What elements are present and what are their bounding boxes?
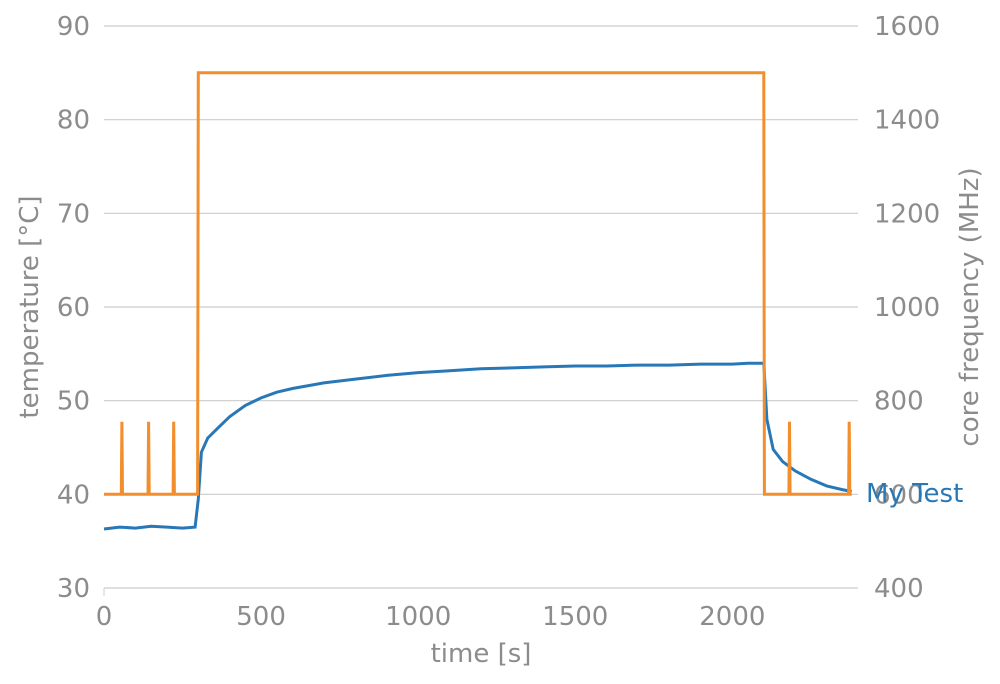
y-left-tick-40: 40 [57,480,90,510]
y-left-tick-50: 50 [57,387,90,417]
x-tick-2000: 2000 [699,602,765,632]
series-label-my-test: My Test [866,479,963,509]
y-left-tick-60: 60 [57,293,90,323]
y-right-tick-400: 400 [874,574,924,604]
y-right-tick-600: 600 [874,480,924,510]
y-right-tick-1400: 1400 [874,106,940,136]
x-tick-1500: 1500 [542,602,608,632]
y-left-tick-70: 70 [57,199,90,229]
series-lines [103,71,852,531]
x-tick-1000: 1000 [385,602,451,632]
y-left-tick-labels: 30 40 50 60 70 80 90 [57,12,90,604]
x-tick-0: 0 [96,602,113,632]
y-right-tick-labels: 400 600 800 1000 1200 1400 1600 [874,12,940,604]
temperature-line [103,361,852,531]
x-tick-labels: 0 500 1000 1500 2000 [96,602,766,632]
y-right-tick-1600: 1600 [874,12,940,42]
y-right-axis-label: core frequency (MHz) [955,167,985,446]
y-left-tick-30: 30 [57,574,90,604]
x-axis-label: time [s] [431,639,532,669]
y-left-axis-label: temperature [°C] [15,195,45,418]
gridlines [103,25,858,596]
x-tick-500: 500 [236,602,286,632]
y-left-tick-80: 80 [57,106,90,136]
y-right-tick-1200: 1200 [874,199,940,229]
frequency-line [104,71,852,496]
y-right-tick-800: 800 [874,387,924,417]
y-right-tick-1000: 1000 [874,293,940,323]
y-left-tick-90: 90 [57,12,90,42]
